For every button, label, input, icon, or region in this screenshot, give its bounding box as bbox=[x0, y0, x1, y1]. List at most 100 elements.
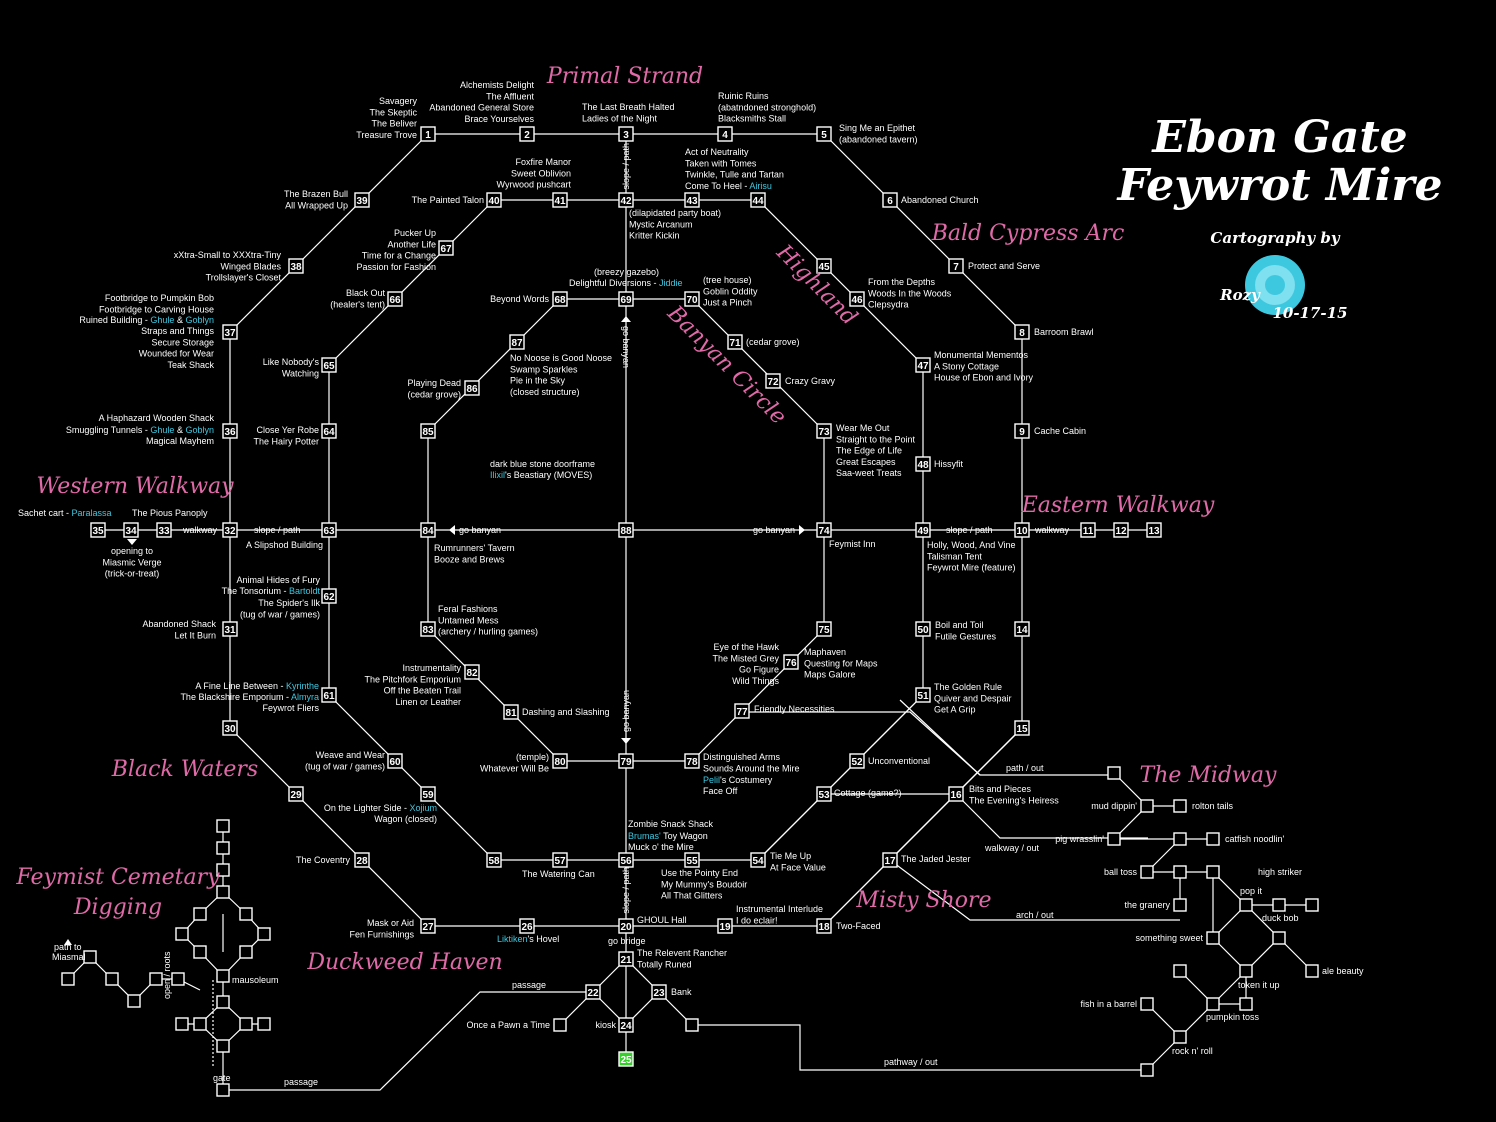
location-label-l65: Watching bbox=[282, 368, 319, 378]
location-label-l67: Another Life bbox=[387, 239, 436, 249]
room-box bbox=[552, 291, 568, 307]
room-box bbox=[915, 621, 931, 637]
room-box bbox=[765, 373, 781, 389]
unnumbered-room-box bbox=[1206, 997, 1220, 1011]
room-node: 75 bbox=[816, 621, 832, 637]
room-box bbox=[464, 664, 480, 680]
room-number: 63 bbox=[323, 526, 335, 537]
room-box bbox=[420, 126, 436, 142]
region-feymist-digging: Digging bbox=[73, 895, 162, 920]
room-box bbox=[915, 357, 931, 373]
room-box bbox=[464, 380, 480, 396]
region-highland: Highland bbox=[771, 239, 862, 330]
label-33-pious: The Pious Panoply bbox=[132, 508, 208, 518]
room-number: 79 bbox=[620, 757, 632, 768]
location-label-l39: All Wrapped Up bbox=[285, 200, 348, 210]
room-number: 56 bbox=[620, 856, 632, 867]
room-number: 8 bbox=[1019, 328, 1025, 339]
room-number: 58 bbox=[488, 856, 500, 867]
room-number: 28 bbox=[356, 856, 368, 867]
unnumbered-room-box bbox=[216, 885, 230, 899]
midway-rock-n-roll: rock n' roll bbox=[1172, 1046, 1213, 1056]
room-box bbox=[1014, 621, 1030, 637]
room-node: 50 bbox=[915, 621, 931, 637]
unnumbered-room-box bbox=[1173, 1030, 1187, 1044]
room-node: 28 bbox=[354, 852, 370, 868]
location-label-l47: House of Ebon and Ivory bbox=[934, 373, 1034, 383]
location-label-l77: Friendly Necessities bbox=[754, 704, 835, 714]
room-box bbox=[420, 522, 436, 538]
location-label-l83: Untamed Mess bbox=[438, 615, 499, 625]
midway-something-sweet: something sweet bbox=[1135, 933, 1203, 943]
room-number: 5 bbox=[821, 130, 827, 141]
room-box bbox=[882, 852, 898, 868]
room-box bbox=[717, 918, 733, 934]
room-box bbox=[519, 918, 535, 934]
location-label-l62a: Animal Hides of Fury bbox=[236, 575, 320, 585]
room-box bbox=[1146, 522, 1162, 538]
room-box bbox=[727, 334, 743, 350]
location-label-l41: Wyrwood pushcart bbox=[497, 180, 572, 190]
room-node: 33 bbox=[156, 522, 172, 538]
location-label-l87: (closed structure) bbox=[510, 387, 580, 397]
location-label-l19: I do eclair! bbox=[736, 915, 778, 925]
room-number: 46 bbox=[851, 295, 863, 306]
room-number: 80 bbox=[554, 757, 566, 768]
location-label-l1: Savagery bbox=[379, 96, 418, 106]
room-box bbox=[717, 126, 733, 142]
label-88-beastiary: Ilixil's Beastiary (MOVES) bbox=[490, 470, 592, 480]
room-box bbox=[1014, 324, 1030, 340]
map-title-line2: Feywrot Mire bbox=[1115, 160, 1442, 211]
unnumbered-room-box bbox=[216, 995, 230, 1009]
room-number: 77 bbox=[736, 707, 748, 718]
room-node: 63 bbox=[321, 522, 337, 538]
credit-date: 10-17-15 bbox=[1272, 304, 1347, 322]
room-box bbox=[618, 753, 634, 769]
location-label-l87: No Noose is Good Noose bbox=[510, 353, 612, 363]
location-label-l18: Two-Faced bbox=[836, 921, 881, 931]
room-box bbox=[585, 984, 601, 1000]
walkway-out: walkway / out bbox=[984, 843, 1040, 853]
location-label-l19: Instrumental Interlude bbox=[736, 904, 823, 914]
slope-south: slope / path bbox=[621, 867, 631, 914]
room-node: 21 bbox=[618, 951, 634, 967]
location-label-l55: My Mummy's Boudoir bbox=[661, 879, 747, 889]
location-label-l76a: Go Figure bbox=[739, 665, 779, 675]
cem-mausoleum: mausoleum bbox=[232, 975, 279, 985]
room-box bbox=[420, 786, 436, 802]
room-number: 50 bbox=[917, 625, 929, 636]
label-35-sachet: Sachet cart - Paralassa bbox=[18, 508, 112, 518]
location-label-l70: Just a Pinch bbox=[703, 298, 752, 308]
room-node: 3 bbox=[618, 126, 634, 142]
location-label-l63: A Slipshod Building bbox=[246, 540, 323, 550]
room-node: 51 bbox=[915, 687, 931, 703]
location-label-l54: At Face Value bbox=[770, 862, 826, 872]
room-box bbox=[618, 951, 634, 967]
location-label-l73: Great Escapes bbox=[836, 457, 896, 467]
unnumbered-room-box bbox=[685, 1018, 699, 1032]
location-label-l62c: The Spider's Ilk bbox=[258, 598, 320, 608]
unnumbered-room-box bbox=[1140, 865, 1154, 879]
unnumbered-room-box bbox=[149, 972, 163, 986]
room-number: 68 bbox=[554, 295, 566, 306]
location-label-l71: (cedar grove) bbox=[746, 337, 800, 347]
location-label-l37d: Secure Storage bbox=[151, 337, 214, 347]
location-label-l8: Barroom Brawl bbox=[1034, 327, 1094, 337]
room-node: 43 bbox=[684, 192, 700, 208]
location-label-l46: Woods In the Woods bbox=[868, 288, 952, 298]
room-node: 82 bbox=[464, 664, 480, 680]
region-the-midway: The Midway bbox=[1140, 763, 1277, 788]
location-label-l16: Bits and Pieces bbox=[969, 784, 1032, 794]
location-label-l1: The Skeptic bbox=[369, 107, 417, 117]
slope-west: slope / path bbox=[254, 525, 301, 535]
region-duckweed-haven: Duckweed Haven bbox=[306, 950, 502, 975]
unnumbered-room-box bbox=[1173, 964, 1187, 978]
room-node: 35 bbox=[90, 522, 106, 538]
room-node: 58 bbox=[486, 852, 502, 868]
location-label-l76b: Questing for Maps bbox=[804, 658, 878, 668]
unnumbered-room-box bbox=[1239, 898, 1253, 912]
location-label-l43: Taken with Tomes bbox=[685, 158, 757, 168]
arch-out: arch / out bbox=[1016, 910, 1054, 920]
room-node: 1 bbox=[420, 126, 436, 142]
